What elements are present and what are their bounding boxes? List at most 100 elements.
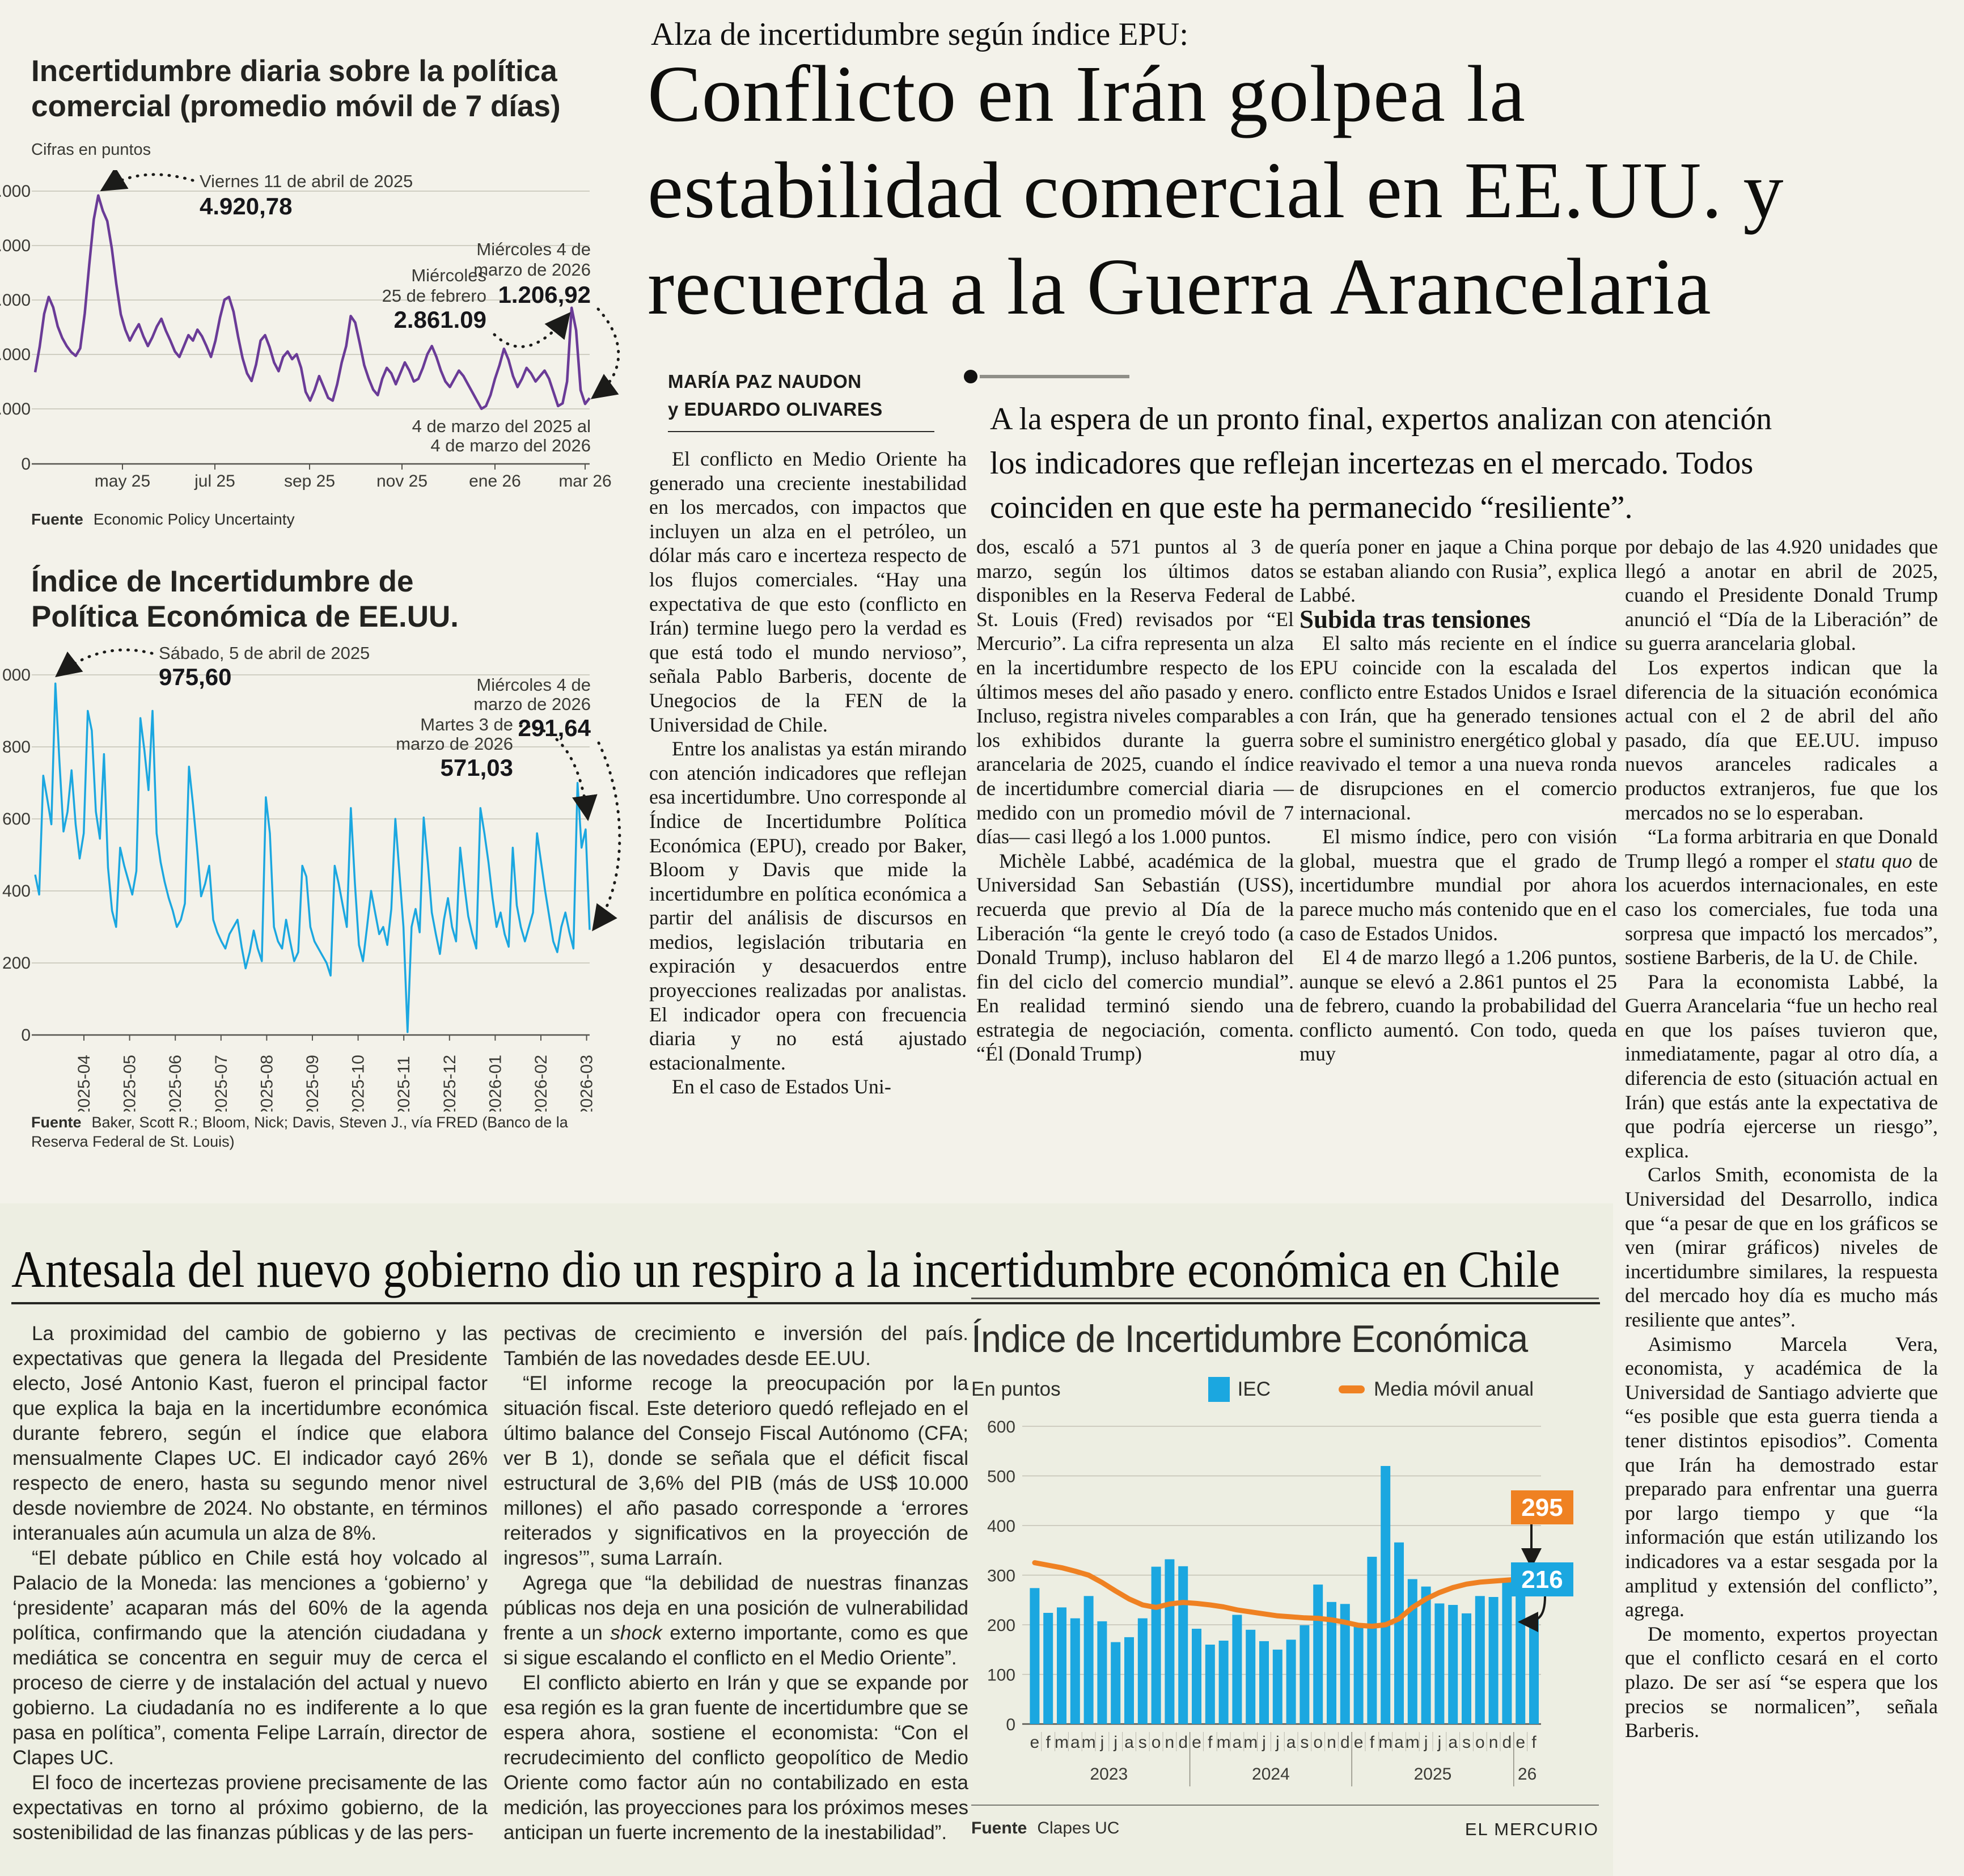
svg-text:n: n <box>1165 1733 1175 1752</box>
svg-text:f: f <box>1531 1733 1537 1752</box>
svg-text:600: 600 <box>2 810 31 829</box>
svg-text:o: o <box>1313 1733 1323 1752</box>
svg-text:n: n <box>1327 1733 1336 1752</box>
svg-text:m: m <box>1406 1733 1420 1752</box>
chart2-end-arrow <box>592 741 621 932</box>
paragraph: Michèle Labbé, académica de la Universid… <box>976 849 1294 1066</box>
paragraph: El conflicto abierto en Irán y que se ex… <box>503 1672 968 1844</box>
svg-text:400: 400 <box>987 1517 1015 1536</box>
article-byline: MARÍA PAZ NAUDON y EDUARDO OLIVARES <box>668 367 934 432</box>
paragraph: dos, escaló a 571 puntos al 3 de marzo, … <box>976 535 1294 848</box>
chart1-feb-annotation-label: Miércoles <box>411 265 486 285</box>
svg-text:2025-10: 2025-10 <box>349 1055 368 1112</box>
svg-text:.000: .000 <box>0 236 31 255</box>
paragraph: Entre los analistas ya están mirando con… <box>649 737 967 1074</box>
chart3-bar-annotation-box <box>1511 1562 1573 1596</box>
svg-text:m: m <box>1217 1733 1231 1752</box>
svg-text:200: 200 <box>2 954 31 973</box>
svg-text:e: e <box>1516 1733 1525 1752</box>
svg-text:d: d <box>1340 1733 1350 1752</box>
chart1-range-note: 4 de marzo del 2025 al <box>412 416 591 436</box>
svg-text:o: o <box>1152 1733 1161 1752</box>
svg-text:mar 26: mar 26 <box>558 472 611 491</box>
svg-text:d: d <box>1178 1733 1188 1752</box>
svg-text:m: m <box>1378 1733 1392 1752</box>
chart3-top-rule <box>971 1298 1599 1299</box>
svg-text:2025-05: 2025-05 <box>121 1055 139 1112</box>
svg-text:2023: 2023 <box>1090 1765 1128 1784</box>
chart2-peak-annotation-value: 975,60 <box>159 664 231 690</box>
svg-text:0: 0 <box>21 455 31 474</box>
chart3-bottom-rule <box>971 1805 1599 1806</box>
chart3-title: Índice de Incertidumbre Económica <box>971 1317 1528 1360</box>
paragraph: El salto más reciente en el índice EPU c… <box>1300 632 1617 824</box>
svg-text:nov 25: nov 25 <box>376 472 427 491</box>
svg-text:e: e <box>1354 1733 1364 1752</box>
svg-text:2025-09: 2025-09 <box>303 1055 322 1112</box>
bottom-column-b: pectivas de crecimiento e inversión del … <box>503 1321 968 1869</box>
chart2-peak-arrow <box>55 648 154 678</box>
chart2-us-epu-line-chart: 000 800 600 400 200 0 2025-04 2025-05 2025-06 20… <box>2 647 621 1112</box>
iec-legend-swatch-icon <box>1208 1377 1230 1402</box>
chart1-source: Fuente Economic Policy Uncertainty <box>31 510 295 528</box>
svg-text:2026-02: 2026-02 <box>532 1055 551 1112</box>
chart3-legend-iec: IEC <box>1237 1378 1271 1400</box>
svg-text:jul 25: jul 25 <box>194 472 235 491</box>
chart3-ma-annotation-value: 295 <box>1521 1494 1563 1522</box>
svg-text:2024: 2024 <box>1252 1765 1290 1784</box>
svg-text:a: a <box>1124 1733 1134 1752</box>
svg-text:j: j <box>1262 1733 1266 1752</box>
svg-text:800: 800 <box>2 738 31 757</box>
article-column-2: dos, escaló a 571 puntos al 3 de marzo, … <box>976 535 1294 1173</box>
chart3-legend: En puntos IEC Media móvil anual <box>971 1377 1599 1402</box>
bottom-headline: Antesala del nuevo gobierno dio un respi… <box>11 1240 1560 1298</box>
chart3-moving-average-line <box>1032 1560 1537 1629</box>
chart1-subtitle: Cifras en puntos <box>31 141 151 159</box>
svg-text:j: j <box>1275 1733 1280 1752</box>
paragraph: El 4 de marzo llegó a 1.206 puntos, aunq… <box>1300 946 1617 1066</box>
paragraph: Para la economista Labbé, la Guerra Aran… <box>1625 970 1938 1162</box>
svg-text:.000: .000 <box>0 182 31 201</box>
svg-text:d: d <box>1502 1733 1512 1752</box>
svg-text:a: a <box>1070 1733 1080 1752</box>
chart2-mar3-annotation-value: 571,03 <box>441 754 513 781</box>
svg-text:.000: .000 <box>0 291 31 310</box>
svg-text:j: j <box>1113 1733 1118 1752</box>
chart3-bar-annotation-value: 216 <box>1521 1566 1563 1594</box>
paragraph: “La forma arbitraria en que Donald Trump… <box>1625 825 1938 969</box>
chart1-trade-uncertainty-line-chart: .000 .000 .000 .000 .000 0 may 25 jul 25 sep 25… <box>0 170 620 491</box>
chart1-feb-annotation-value: 2.861.09 <box>394 306 487 333</box>
svg-text:s: s <box>1138 1733 1147 1752</box>
chart3-unit-label: En puntos <box>971 1378 1061 1400</box>
chart2-mar3-arrow <box>519 724 598 821</box>
svg-text:m: m <box>1082 1733 1096 1752</box>
article-kicker: Alza de incertidumbre según índice EPU: <box>651 16 1189 52</box>
paragraph: El conflicto en Medio Oriente ha generad… <box>649 447 967 736</box>
chart1-series-line <box>33 194 591 411</box>
chart2-source: Fuente Baker, Scott R.; Bloom, Nick; Davi… <box>31 1114 568 1150</box>
svg-text:m: m <box>1055 1733 1069 1752</box>
svg-text:2026-03: 2026-03 <box>578 1055 596 1112</box>
svg-text:500: 500 <box>987 1468 1015 1486</box>
svg-text:a: a <box>1233 1733 1242 1752</box>
svg-text:2025: 2025 <box>1414 1765 1452 1784</box>
paragraph: Carlos Smith, economista de la Universid… <box>1625 1163 1938 1331</box>
chart2-end-annotation-label: Miércoles 4 de <box>476 675 591 695</box>
paragraph: “El debate público en Chile está hoy vol… <box>12 1547 488 1769</box>
svg-text:sep 25: sep 25 <box>284 472 335 491</box>
svg-text:f: f <box>1046 1733 1051 1752</box>
chart2-title: Índice de Incertidumbre de Política Econ… <box>31 565 459 633</box>
bottom-column-a: La proximidad del cambio de gobierno y l… <box>12 1321 488 1869</box>
svg-text:2025-12: 2025-12 <box>441 1055 459 1112</box>
svg-text:n: n <box>1489 1733 1499 1752</box>
moving-average-legend-icon <box>1338 1385 1365 1393</box>
chart2-mar3-annotation-label: Martes 3 de <box>420 715 513 734</box>
svg-text:0: 0 <box>21 1026 31 1045</box>
chart1-peak-annotation-value: 4.920,78 <box>200 193 293 219</box>
chart3-legend-ma: Media móvil anual <box>1373 1378 1534 1400</box>
paragraph: Agrega que “la debilidad de nuestras fin… <box>503 1572 968 1669</box>
svg-text:100: 100 <box>987 1666 1015 1685</box>
svg-text:f: f <box>1208 1733 1213 1752</box>
paragraph: En el caso de Estados Uni- <box>672 1075 891 1098</box>
